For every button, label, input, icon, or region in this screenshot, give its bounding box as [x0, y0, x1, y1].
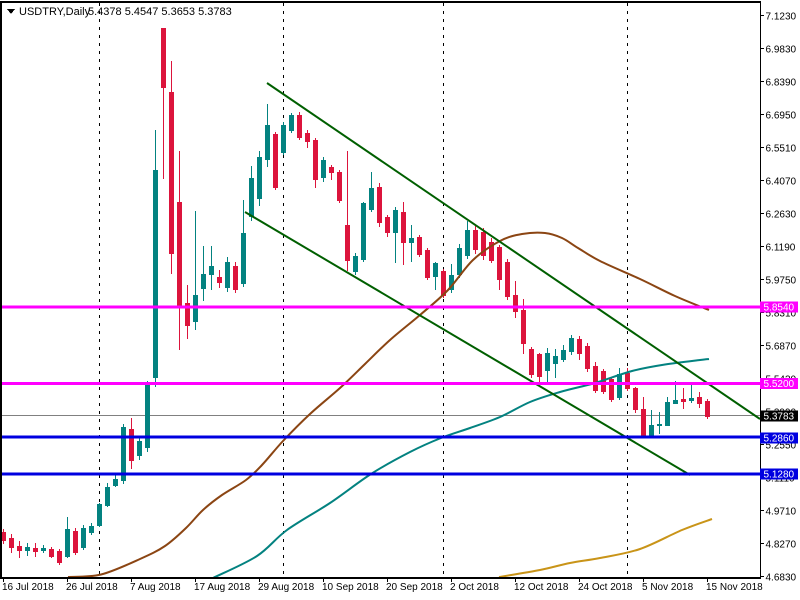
svg-text:4.6830: 4.6830 [766, 573, 797, 584]
svg-text:USDTRY,Daily: USDTRY,Daily [19, 6, 91, 18]
svg-text:15 Nov 2018: 15 Nov 2018 [706, 582, 763, 593]
svg-text:5.4378 5.4547 5.3653 5.3783: 5.4378 5.4547 5.3653 5.3783 [88, 6, 232, 18]
svg-text:26 Jul 2018: 26 Jul 2018 [66, 582, 118, 593]
svg-text:29 Aug 2018: 29 Aug 2018 [258, 582, 315, 593]
svg-text:6.5510: 6.5510 [766, 144, 797, 155]
svg-text:6.4070: 6.4070 [766, 177, 797, 188]
svg-text:5.5200: 5.5200 [764, 379, 795, 390]
svg-text:7.1230: 7.1230 [766, 12, 797, 23]
svg-text:2 Oct 2018: 2 Oct 2018 [450, 582, 499, 593]
svg-text:6.9830: 6.9830 [766, 45, 797, 56]
svg-text:12 Oct 2018: 12 Oct 2018 [514, 582, 569, 593]
svg-text:4.9710: 4.9710 [766, 507, 797, 518]
svg-text:4.8270: 4.8270 [766, 540, 797, 551]
svg-text:5.2860: 5.2860 [764, 434, 795, 445]
svg-text:6.1190: 6.1190 [766, 243, 796, 254]
svg-text:5.3783: 5.3783 [764, 412, 795, 423]
svg-text:5.9750: 5.9750 [766, 276, 797, 287]
svg-text:10 Sep 2018: 10 Sep 2018 [322, 582, 379, 593]
svg-text:24 Oct 2018: 24 Oct 2018 [578, 582, 633, 593]
svg-text:6.8390: 6.8390 [766, 78, 797, 89]
svg-text:5.8310: 5.8310 [766, 309, 797, 320]
svg-text:17 Aug 2018: 17 Aug 2018 [194, 582, 251, 593]
svg-text:6.6950: 6.6950 [766, 111, 797, 122]
svg-text:5.8540: 5.8540 [764, 303, 795, 314]
svg-text:5.1280: 5.1280 [764, 470, 795, 481]
svg-text:5.6870: 5.6870 [766, 342, 797, 353]
svg-text:16 Jul 2018: 16 Jul 2018 [2, 582, 54, 593]
svg-text:5 Nov 2018: 5 Nov 2018 [642, 582, 694, 593]
svg-text:6.2630: 6.2630 [766, 210, 797, 221]
svg-text:20 Sep 2018: 20 Sep 2018 [386, 582, 443, 593]
svg-text:7 Aug 2018: 7 Aug 2018 [130, 582, 181, 593]
svg-text:5.2550: 5.2550 [766, 441, 797, 452]
